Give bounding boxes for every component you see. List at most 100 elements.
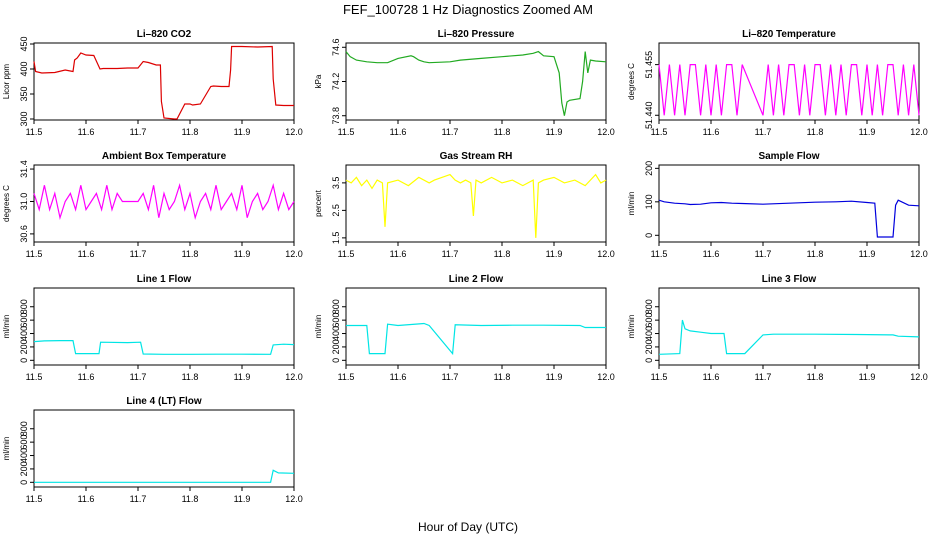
y-tick-label: 0 bbox=[331, 358, 341, 363]
series-line bbox=[33, 340, 295, 355]
y-tick-label: 51.455 bbox=[644, 51, 654, 79]
plot-frame bbox=[33, 287, 295, 366]
panel-title: Sample Flow bbox=[758, 151, 819, 162]
x-tick-label: 11.5 bbox=[338, 249, 355, 259]
x-tick-label: 11.7 bbox=[130, 372, 147, 382]
y-tick-label: 400 bbox=[19, 326, 29, 341]
plot-frame bbox=[33, 409, 295, 488]
x-tick-label: 11.7 bbox=[130, 127, 147, 137]
x-tick-label: 11.7 bbox=[755, 249, 772, 259]
x-tick-label: 11.6 bbox=[78, 494, 95, 504]
x-tick-label: 11.9 bbox=[546, 249, 563, 259]
y-tick-label: 0 bbox=[19, 358, 29, 363]
x-tick-label: 11.9 bbox=[859, 127, 876, 137]
plot-frame bbox=[658, 287, 920, 366]
x-tick-label: 11.5 bbox=[26, 494, 43, 504]
panel-title: Line 4 (LT) Flow bbox=[126, 396, 202, 407]
x-tick-label: 11.8 bbox=[494, 249, 511, 259]
x-tick-label: 11.8 bbox=[494, 127, 511, 137]
series-line bbox=[658, 63, 920, 116]
panel-title: Gas Stream RH bbox=[440, 151, 513, 162]
panels: Li–820 CO2 11.5 11.6 11.7 11.8 11.9 12.0 300 350… bbox=[2, 29, 928, 504]
x-tick-label: 11.9 bbox=[234, 249, 251, 259]
x-tick-label: 12.0 bbox=[597, 372, 615, 382]
x-tick-label: 11.5 bbox=[651, 249, 668, 259]
panel-4: Ambient Box Temperature 11.5 11.6 11.7 11.8 1… bbox=[2, 151, 303, 259]
panel-title: Li–820 Pressure bbox=[438, 29, 515, 40]
panel-1: Li–820 CO2 11.5 11.6 11.7 11.8 11.9 12.0 300 350… bbox=[2, 29, 303, 137]
x-tick-label: 11.7 bbox=[442, 372, 459, 382]
y-axis-label: ml/min bbox=[627, 192, 636, 216]
y-axis-label: degrees C bbox=[2, 185, 11, 222]
y-axis-label: kPa bbox=[314, 74, 323, 88]
x-tick-label: 11.6 bbox=[390, 249, 407, 259]
series-line bbox=[658, 199, 920, 238]
y-tick-label: 200 bbox=[644, 339, 654, 354]
x-tick-label: 11.6 bbox=[390, 372, 407, 382]
x-tick-label: 12.0 bbox=[285, 127, 303, 137]
y-tick-label: 0 bbox=[19, 480, 29, 485]
x-tick-label: 11.9 bbox=[234, 127, 251, 137]
x-tick-label: 12.0 bbox=[597, 249, 615, 259]
plot-frame bbox=[345, 164, 607, 243]
y-tick-label: 200 bbox=[644, 161, 654, 176]
y-tick-label: 800 bbox=[19, 421, 29, 436]
y-tick-label: 400 bbox=[19, 448, 29, 463]
y-tick-label: 31.4 bbox=[19, 160, 29, 178]
x-tick-label: 11.5 bbox=[26, 372, 43, 382]
y-tick-label: 600 bbox=[644, 313, 654, 328]
y-tick-label: 200 bbox=[19, 461, 29, 476]
y-tick-label: 400 bbox=[644, 326, 654, 341]
x-tick-label: 11.5 bbox=[338, 127, 355, 137]
series-line bbox=[345, 50, 607, 116]
x-tick-label: 12.0 bbox=[285, 494, 303, 504]
series-line bbox=[345, 173, 607, 238]
y-tick-label: 800 bbox=[19, 299, 29, 314]
y-tick-label: 200 bbox=[19, 339, 29, 354]
series-line bbox=[33, 45, 294, 120]
x-tick-label: 11.9 bbox=[234, 372, 251, 382]
x-tick-label: 11.6 bbox=[78, 127, 95, 137]
plot-frame bbox=[345, 42, 607, 121]
x-tick-label: 11.9 bbox=[859, 372, 876, 382]
x-tick-label: 11.9 bbox=[546, 372, 563, 382]
x-tick-label: 11.5 bbox=[26, 127, 43, 137]
y-tick-label: 74.2 bbox=[331, 73, 341, 91]
y-tick-label: 800 bbox=[644, 299, 654, 314]
panel-title: Ambient Box Temperature bbox=[102, 151, 227, 162]
y-tick-label: 0 bbox=[644, 233, 654, 238]
x-tick-label: 11.8 bbox=[807, 127, 824, 137]
series-line bbox=[33, 182, 295, 221]
panel-7: Line 1 Flow 11.5 11.6 11.7 11.8 11.9 12.0 0 2004… bbox=[2, 274, 303, 382]
panel-2: Li–820 Pressure 11.5 11.6 11.7 11.8 11.9 12.0 7… bbox=[314, 29, 615, 137]
x-tick-label: 11.6 bbox=[390, 127, 407, 137]
y-axis-label: percent bbox=[314, 189, 323, 216]
x-tick-label: 11.6 bbox=[703, 127, 720, 137]
y-tick-label: 800 bbox=[331, 299, 341, 314]
x-tick-label: 11.8 bbox=[494, 372, 511, 382]
plot-frame bbox=[33, 42, 295, 121]
x-tick-label: 11.7 bbox=[755, 127, 772, 137]
y-tick-label: 450 bbox=[19, 36, 29, 51]
x-tick-label: 11.8 bbox=[182, 372, 199, 382]
x-tick-label: 11.8 bbox=[182, 494, 199, 504]
y-tick-label: 400 bbox=[331, 326, 341, 341]
plot-frame bbox=[345, 287, 607, 366]
y-tick-label: 31.0 bbox=[19, 193, 29, 211]
y-tick-label: 74.6 bbox=[331, 39, 341, 57]
plot-frame bbox=[33, 164, 295, 243]
x-tick-label: 11.5 bbox=[651, 372, 668, 382]
y-tick-label: 3.5 bbox=[331, 177, 341, 190]
x-tick-label: 11.8 bbox=[807, 249, 824, 259]
y-tick-label: 73.8 bbox=[331, 107, 341, 125]
x-tick-label: 11.8 bbox=[182, 249, 199, 259]
y-tick-label: 200 bbox=[331, 339, 341, 354]
y-tick-label: 600 bbox=[19, 435, 29, 450]
y-tick-label: 600 bbox=[19, 313, 29, 328]
x-tick-label: 12.0 bbox=[910, 127, 928, 137]
y-tick-label: 2.5 bbox=[331, 204, 341, 217]
x-tick-label: 12.0 bbox=[910, 372, 928, 382]
x-tick-label: 11.6 bbox=[703, 372, 720, 382]
x-tick-label: 11.7 bbox=[442, 249, 459, 259]
